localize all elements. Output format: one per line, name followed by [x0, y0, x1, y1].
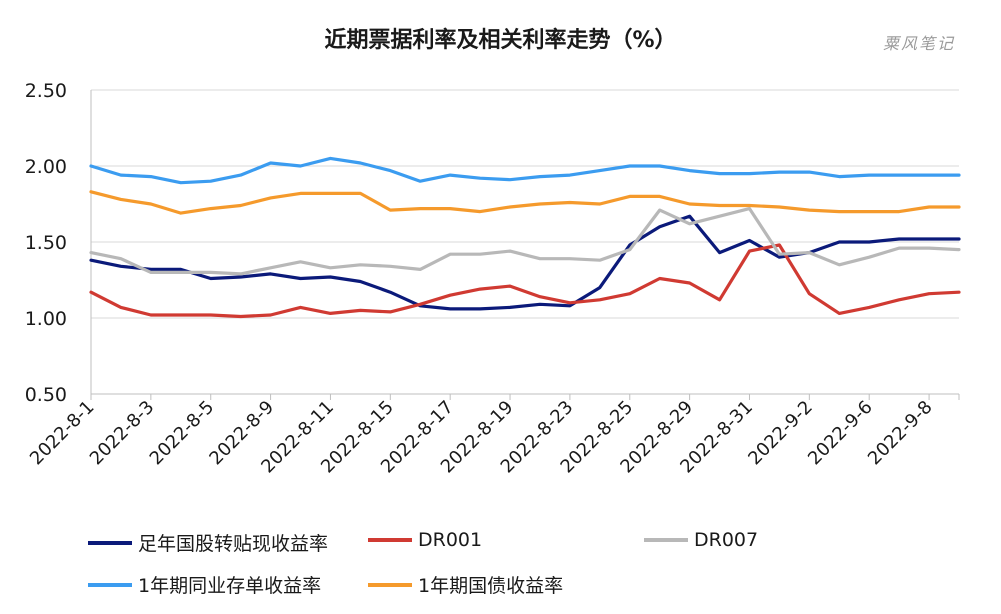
legend-swatch: [88, 582, 132, 587]
legend-item-series-4[interactable]: 1年期同业存单收益率: [88, 571, 321, 598]
legend-item-dr001[interactable]: DR001: [368, 529, 482, 551]
series-line-1: [89, 214, 961, 311]
axis-layer: 0.501.001.502.002.502022-8-12022-8-32022…: [25, 80, 960, 477]
series-line-4: [89, 156, 961, 185]
legend-item-dr007[interactable]: DR007: [644, 529, 758, 551]
legend-label: DR007: [694, 529, 759, 551]
series-layer: [89, 156, 961, 319]
legend-swatch: [644, 538, 688, 542]
y-tick-label: 0.50: [25, 384, 67, 406]
y-tick-label: 1.50: [25, 232, 67, 254]
x-tick-label: 2022-9-2: [744, 397, 817, 470]
y-tick-label: 1.00: [25, 308, 67, 330]
x-tick-label: 2022-9-8: [864, 397, 937, 470]
chart-title: 近期票据利率及相关利率走势（%）: [324, 28, 677, 53]
x-tick-label: 2022-9-6: [804, 397, 877, 470]
x-tick-label: 2022-8-1: [26, 397, 99, 470]
x-tick-label: 2022-8-5: [146, 397, 219, 470]
legend-label: 1年期国债收益率: [418, 575, 564, 597]
y-tick-label: 2.50: [25, 80, 67, 102]
legend-item-series-5[interactable]: 1年期国债收益率: [368, 571, 563, 598]
series-line-3: [89, 207, 961, 276]
series-line-2: [89, 243, 961, 319]
legend-item-series-1[interactable]: 足年国股转贴现收益率: [88, 529, 328, 556]
watermark: 粟风笔记: [882, 34, 955, 53]
legend-label: 足年国股转贴现收益率: [138, 533, 329, 555]
legend-label: 1年期同业存单收益率: [138, 575, 322, 597]
grid-layer: [91, 89, 959, 395]
series-line-5: [89, 190, 961, 215]
legend-swatch: [368, 538, 412, 542]
y-tick-label: 2.00: [25, 156, 67, 178]
legend-swatch: [88, 540, 132, 545]
legend-swatch: [368, 582, 412, 587]
x-tick-label: 2022-8-3: [86, 397, 159, 470]
legend-label: DR001: [418, 529, 483, 551]
